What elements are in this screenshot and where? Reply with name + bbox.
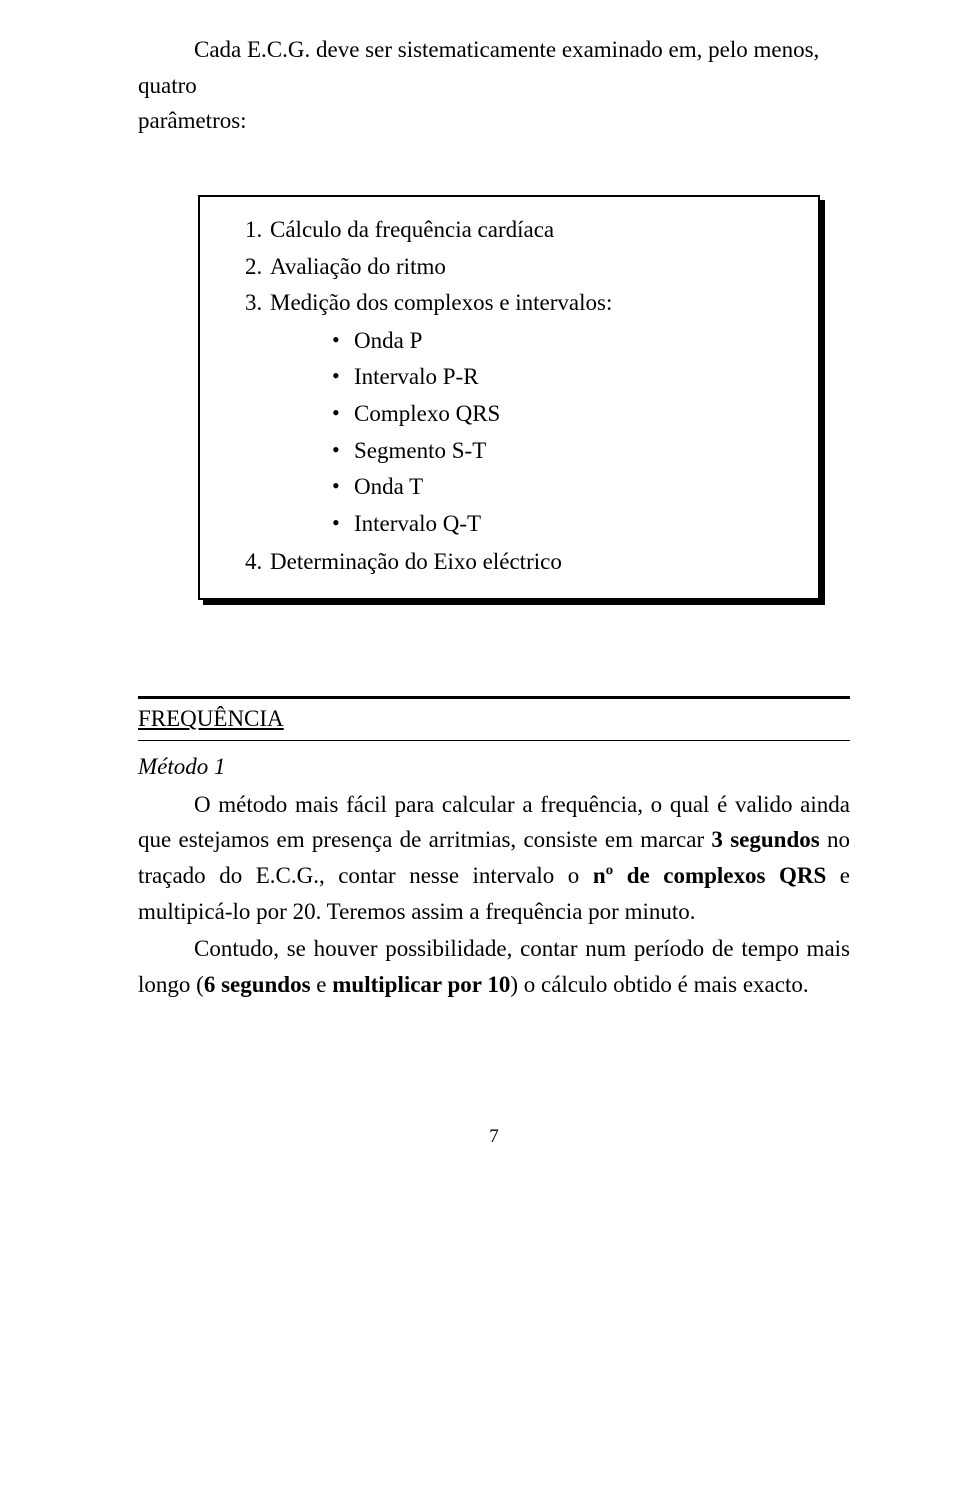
param-sub-3: Complexo QRS bbox=[332, 396, 794, 432]
param-item-1: Cálculo da frequência cardíaca bbox=[268, 212, 794, 248]
parameters-list: Cálculo da frequência cardíaca Avaliação… bbox=[224, 212, 794, 579]
page-number: 7 bbox=[138, 1122, 850, 1151]
param-sub-4: Segmento S-T bbox=[332, 433, 794, 469]
intro-line-1: Cada E.C.G. deve ser sistematicamente ex… bbox=[138, 32, 850, 103]
param-item-2: Avaliação do ritmo bbox=[268, 249, 794, 285]
section-subheading: Método 1 bbox=[138, 749, 850, 785]
param-sub-2: Intervalo P-R bbox=[332, 359, 794, 395]
intro-line-2: parâmetros: bbox=[138, 103, 850, 139]
param-item-4: Determinação do Eixo eléctrico bbox=[268, 544, 794, 580]
parameters-box: Cálculo da frequência cardíaca Avaliação… bbox=[198, 195, 820, 600]
heading-rule-top bbox=[138, 696, 850, 699]
heading-rule-bottom bbox=[138, 740, 850, 741]
param-item-3: Medição dos complexos e intervalos: Onda… bbox=[268, 285, 794, 541]
param-sub-1: Onda P bbox=[332, 323, 794, 359]
body-paragraph-1: O método mais fácil para calcular a freq… bbox=[138, 787, 850, 930]
param-item-3-label: Medição dos complexos e intervalos: bbox=[270, 290, 612, 315]
param-sublist: Onda P Intervalo P-R Complexo QRS Segmen… bbox=[270, 323, 794, 542]
intro-paragraph: Cada E.C.G. deve ser sistematicamente ex… bbox=[138, 32, 850, 139]
section-heading: FREQUÊNCIA bbox=[138, 701, 850, 737]
section-heading-block: FREQUÊNCIA bbox=[138, 696, 850, 741]
param-sub-5: Onda T bbox=[332, 469, 794, 505]
param-sub-6: Intervalo Q-T bbox=[332, 506, 794, 542]
body-paragraph-2: Contudo, se houver possibilidade, contar… bbox=[138, 931, 850, 1002]
